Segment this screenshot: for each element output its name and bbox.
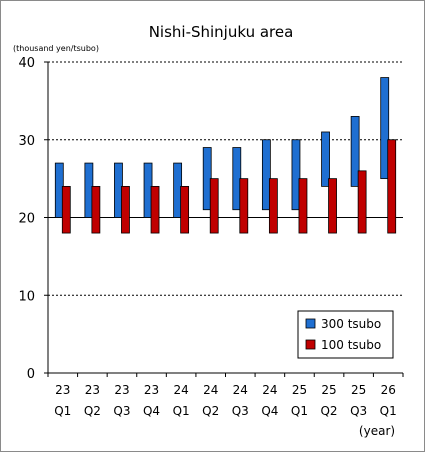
x-tick-label-year: 23 bbox=[85, 383, 100, 397]
bar-100-tsubo-4 bbox=[180, 185, 190, 234]
x-tick-label-year: 24 bbox=[173, 383, 188, 397]
bar-300-tsubo-7 bbox=[261, 139, 271, 211]
bar-100-tsubo-2 bbox=[121, 185, 130, 234]
y-tick-label: 10 bbox=[18, 289, 35, 304]
x-tick-label-quarter: Q4 bbox=[143, 404, 160, 418]
legend-swatch-100-tsubo bbox=[305, 339, 316, 350]
x-tick-label-year: 24 bbox=[233, 383, 248, 397]
x-tick-label-year: 25 bbox=[292, 383, 307, 397]
x-tick-label-quarter: Q4 bbox=[261, 404, 278, 418]
bar-100-tsubo-11 bbox=[387, 139, 397, 234]
x-tick-label-quarter: Q1 bbox=[380, 404, 397, 418]
x-tick-label-quarter: Q2 bbox=[84, 404, 101, 418]
y-unit-label: (thousand yen/tsubo) bbox=[13, 44, 99, 53]
bar-100-tsubo-6 bbox=[239, 178, 249, 234]
x-tick-label-year: 25 bbox=[351, 383, 366, 397]
x-tick-labels: 23 Q1 23 Q2 23 Q3 23 Q4 24 Q1 24 Q2 24 Q3 24 Q4 25 Q1 25 Q2… bbox=[54, 383, 397, 418]
y-tick-label: 30 bbox=[18, 134, 35, 149]
bar-300-tsubo-10 bbox=[350, 116, 360, 187]
bar-100-tsubo-1 bbox=[91, 185, 101, 234]
bar-100-tsubo-10 bbox=[357, 170, 367, 234]
x-tick-label-quarter: Q3 bbox=[232, 404, 249, 418]
bar-300-tsubo-8 bbox=[291, 139, 301, 211]
legend-label-100-tsubo: 100 tsubo bbox=[321, 338, 381, 352]
x-tick-label-quarter: Q2 bbox=[320, 404, 337, 418]
x-tick-label-quarter: Q1 bbox=[173, 404, 190, 418]
x-tick-label-quarter: Q3 bbox=[350, 404, 367, 418]
x-tick-label-year: 25 bbox=[321, 383, 336, 397]
bar-100-tsubo-3 bbox=[150, 185, 160, 234]
bar-100-tsubo-7 bbox=[268, 178, 278, 234]
x-tick-label-year: 23 bbox=[114, 383, 129, 397]
x-unit-label: (year) bbox=[359, 424, 395, 438]
bars bbox=[54, 77, 397, 234]
x-tick-label-year: 24 bbox=[262, 383, 277, 397]
x-tick-label-quarter: Q2 bbox=[202, 404, 219, 418]
x-tick-label-quarter: Q1 bbox=[54, 404, 71, 418]
chart-title: Nishi-Shinjuku area bbox=[149, 23, 294, 41]
legend-swatch-300-tsubo bbox=[305, 318, 316, 329]
bar-300-tsubo-9 bbox=[321, 131, 330, 187]
legend-label-300-tsubo: 300 tsubo bbox=[321, 317, 381, 331]
legend: 300 tsubo 100 tsubo bbox=[297, 310, 394, 359]
gridlines bbox=[48, 61, 403, 296]
x-tick-label-year: 23 bbox=[55, 383, 70, 397]
y-tick-label: 0 bbox=[27, 367, 35, 382]
bar-100-tsubo-5 bbox=[209, 178, 219, 234]
bar-100-tsubo-8 bbox=[298, 178, 308, 234]
bar-100-tsubo-9 bbox=[328, 178, 337, 234]
bar-300-tsubo-11 bbox=[380, 77, 390, 180]
x-tick-label-year: 26 bbox=[381, 383, 396, 397]
y-tick-label: 20 bbox=[18, 212, 35, 227]
x-tick-label-quarter: Q1 bbox=[291, 404, 308, 418]
x-tick-label-quarter: Q3 bbox=[113, 404, 130, 418]
x-tick-label-year: 24 bbox=[203, 383, 218, 397]
bar-100-tsubo-0 bbox=[61, 185, 71, 234]
x-tick-label-year: 23 bbox=[144, 383, 159, 397]
y-tick-labels: 0 10 20 30 40 bbox=[18, 56, 35, 382]
axes bbox=[44, 61, 404, 377]
y-tick-label: 40 bbox=[18, 56, 35, 71]
